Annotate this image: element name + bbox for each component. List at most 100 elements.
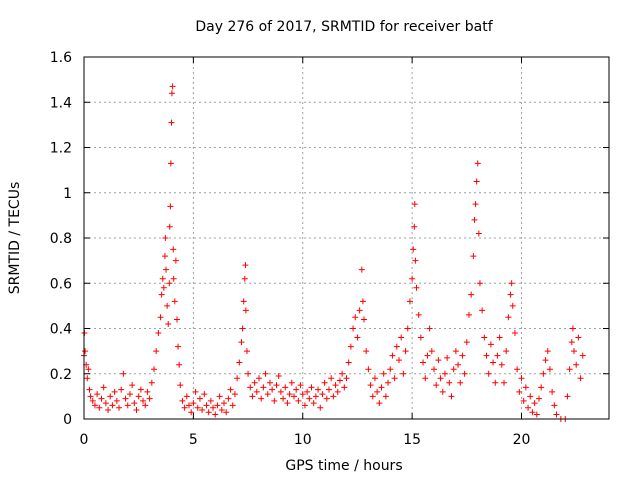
data-point xyxy=(170,246,177,253)
data-point xyxy=(242,262,249,269)
data-point xyxy=(165,320,172,327)
data-point xyxy=(354,334,361,341)
data-point xyxy=(481,334,488,341)
data-point xyxy=(251,379,258,386)
data-point xyxy=(301,402,308,409)
data-point xyxy=(214,402,221,409)
data-point xyxy=(280,395,287,402)
data-point xyxy=(225,395,232,402)
data-point xyxy=(240,298,247,305)
data-point xyxy=(271,397,278,404)
data-point xyxy=(507,291,514,298)
data-point xyxy=(339,370,346,377)
data-point xyxy=(496,334,503,341)
data-point xyxy=(87,393,94,400)
data-point xyxy=(396,357,402,364)
data-point xyxy=(173,316,180,323)
data-point xyxy=(140,397,147,404)
data-point xyxy=(194,404,201,411)
data-point xyxy=(385,379,392,386)
data-point xyxy=(146,395,153,402)
data-point xyxy=(159,275,166,282)
data-point xyxy=(299,391,306,398)
data-point xyxy=(473,178,480,185)
data-point xyxy=(133,406,140,413)
data-point xyxy=(564,393,571,400)
data-point xyxy=(439,388,446,395)
data-point xyxy=(218,406,225,413)
data-point xyxy=(144,388,151,395)
data-point xyxy=(256,375,262,382)
data-point xyxy=(549,388,556,395)
data-point xyxy=(312,393,319,400)
data-point xyxy=(111,388,118,395)
y-tick-label: 1.6 xyxy=(50,50,72,66)
data-points xyxy=(81,83,586,422)
data-point xyxy=(310,400,317,407)
data-point xyxy=(569,325,576,332)
data-point xyxy=(262,370,269,377)
data-point xyxy=(105,406,112,413)
data-point xyxy=(459,352,466,359)
data-point xyxy=(428,348,435,355)
data-point xyxy=(356,307,363,314)
data-point xyxy=(579,352,586,359)
data-point xyxy=(361,316,367,323)
data-point xyxy=(540,370,547,377)
data-point xyxy=(166,280,173,287)
data-point xyxy=(341,384,348,391)
data-point xyxy=(553,411,560,418)
data-point xyxy=(511,330,518,337)
data-point xyxy=(196,395,203,402)
data-point xyxy=(227,386,234,393)
data-point xyxy=(328,375,335,382)
x-tick-label: 5 xyxy=(189,432,198,448)
data-point xyxy=(475,230,482,237)
x-axis-label: GPS time / hours xyxy=(285,458,402,474)
data-point xyxy=(82,348,89,355)
data-point xyxy=(485,370,492,377)
data-point xyxy=(158,291,165,298)
data-point xyxy=(518,375,525,382)
data-point xyxy=(269,386,276,393)
data-point xyxy=(96,404,103,411)
data-point xyxy=(131,400,138,407)
data-point xyxy=(315,386,322,393)
data-point xyxy=(498,361,505,368)
data-point xyxy=(177,382,184,389)
data-point xyxy=(243,348,250,355)
data-point xyxy=(223,409,230,416)
data-point xyxy=(542,357,549,364)
data-point xyxy=(568,339,575,346)
data-point xyxy=(409,275,416,282)
data-point xyxy=(319,391,326,398)
data-point xyxy=(431,366,437,373)
data-point xyxy=(544,348,551,355)
data-point xyxy=(359,298,366,305)
data-point xyxy=(157,314,164,321)
data-point xyxy=(479,307,486,314)
data-point xyxy=(245,370,252,377)
data-point xyxy=(363,348,370,355)
data-point xyxy=(551,402,558,409)
data-point xyxy=(402,348,409,355)
data-point xyxy=(566,366,573,373)
data-point xyxy=(161,253,168,260)
data-point xyxy=(520,397,527,404)
data-point xyxy=(472,201,479,208)
data-point xyxy=(91,402,98,409)
x-tick-label: 20 xyxy=(513,432,531,448)
data-point xyxy=(426,325,433,332)
data-point xyxy=(166,223,173,230)
data-point xyxy=(126,391,133,398)
data-point xyxy=(86,386,93,393)
data-point xyxy=(308,384,315,391)
data-point xyxy=(186,402,192,409)
data-point xyxy=(260,384,267,391)
y-tick-label: 1.4 xyxy=(50,95,72,111)
data-point xyxy=(249,393,256,400)
data-point xyxy=(501,379,507,386)
data-point xyxy=(295,397,302,404)
data-point xyxy=(98,395,105,402)
data-point xyxy=(505,314,512,321)
